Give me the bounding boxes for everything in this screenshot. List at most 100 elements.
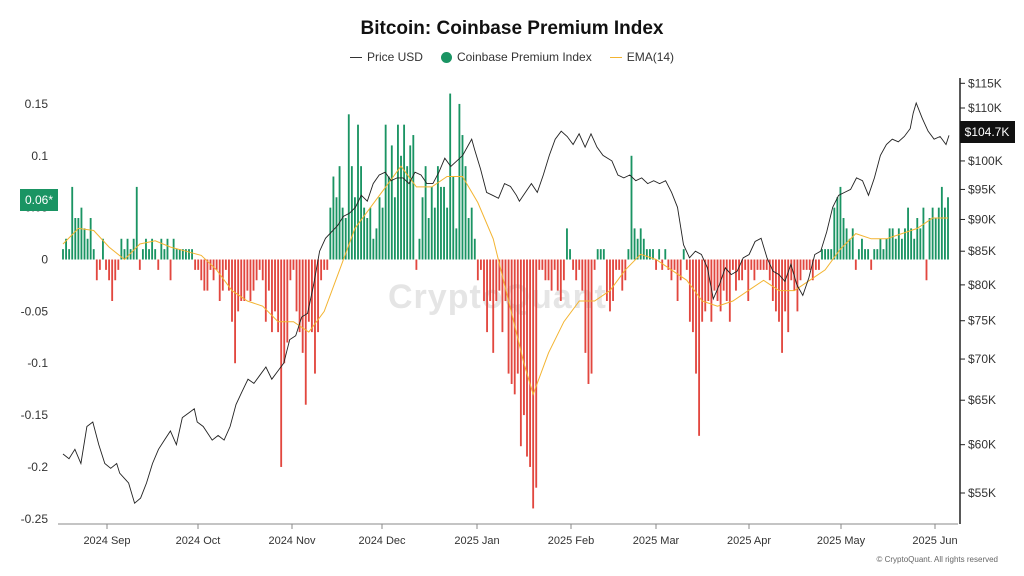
premium-bar [692, 259, 694, 333]
premium-bar [919, 228, 922, 260]
premium-bar [744, 259, 747, 270]
legend-item-ema[interactable]: EMA(14) [609, 50, 674, 64]
premium-bar [947, 197, 949, 260]
premium-bar [655, 259, 657, 270]
premium-bar [197, 259, 200, 270]
premium-bar [203, 259, 206, 291]
premium-bar [307, 259, 310, 322]
premium-bar [406, 166, 409, 260]
premium-bar [135, 186, 138, 260]
premium-bar [725, 259, 728, 301]
premium-bar [175, 249, 178, 260]
premium-bar [821, 249, 823, 260]
premium-bar [452, 176, 455, 260]
premium-bar [578, 259, 581, 270]
premium-bar [698, 259, 701, 436]
premium-bar [566, 228, 568, 260]
premium-bar [271, 259, 273, 333]
right-tick-label: $110K [968, 101, 1002, 115]
premium-bar [910, 228, 913, 260]
premium-bar [148, 249, 150, 260]
premium-bar [145, 238, 147, 260]
current-premium-label: 0.06* [25, 193, 53, 207]
premium-bar [400, 155, 402, 260]
premium-bar [246, 259, 249, 291]
x-tick-label: 2025 Apr [727, 535, 771, 547]
premium-bar [731, 259, 734, 270]
premium-bar [661, 259, 664, 270]
chart-title: Bitcoin: Coinbase Premium Index [360, 18, 664, 39]
premium-bar [882, 249, 885, 260]
right-tick-label: $95K [968, 182, 996, 196]
legend-item-price[interactable]: Price USD [349, 50, 423, 64]
premium-bar [80, 207, 83, 260]
premium-bar [928, 218, 931, 260]
premium-bar [904, 228, 906, 260]
premium-bar [483, 259, 485, 301]
premium-bar [762, 259, 765, 270]
premium-bar [341, 207, 344, 260]
premium-bar [633, 228, 636, 260]
premium-bar [243, 259, 246, 301]
premium-bar [215, 259, 218, 270]
premium-bar [160, 238, 163, 260]
premium-bar [252, 259, 255, 291]
premium-bar [827, 249, 830, 260]
premium-bar [492, 259, 495, 353]
premium-bar [652, 249, 654, 260]
premium-bar [940, 186, 943, 260]
premium-bar [221, 259, 224, 291]
premium-bar [154, 249, 157, 260]
premium-bar [129, 249, 132, 260]
premium-bar [409, 145, 412, 260]
premium-bar [593, 259, 596, 270]
premium-bar [350, 166, 353, 260]
premium-bar [735, 259, 737, 291]
right-tick-label: $115K [968, 76, 1002, 90]
current-price-label: $104.7K [965, 125, 1010, 139]
x-tick-label: 2025 Jun [912, 535, 957, 547]
legend-item-premium[interactable]: Coinbase Premium Index [440, 50, 592, 64]
premium-bar [605, 259, 608, 301]
premium-bar [464, 166, 467, 260]
premium-bar [707, 259, 710, 301]
line-swatch-icon [349, 56, 362, 58]
premium-bar [722, 259, 725, 291]
premium-bar [120, 238, 123, 260]
premium-bar [458, 103, 461, 260]
x-tick-label: 2024 Oct [176, 535, 221, 547]
premium-bar [569, 249, 571, 260]
premium-bar [443, 186, 445, 260]
premium-bar [249, 259, 252, 301]
premium-bar [618, 259, 621, 270]
premium-bar [489, 259, 492, 301]
premium-bar [430, 186, 433, 260]
premium-bar [218, 259, 221, 301]
premium-bar [200, 259, 203, 281]
premium-bar [873, 249, 876, 260]
right-tick-label: $100K [968, 154, 1003, 168]
left-tick-label: -0.25 [21, 512, 49, 526]
premium-bar [166, 238, 169, 260]
x-tick-label: 2025 May [817, 535, 866, 547]
premium-bar [753, 259, 756, 281]
premium-bar [658, 249, 661, 260]
premium-bar [114, 259, 117, 281]
premium-bar [612, 259, 614, 301]
premium-bar [719, 259, 722, 312]
premium-bar [68, 249, 71, 260]
premium-bar [467, 218, 470, 260]
premium-bar [123, 249, 126, 260]
premium-bar [685, 259, 688, 270]
premium-bar [695, 259, 697, 374]
premium-bar [369, 207, 372, 260]
premium-bar [510, 259, 513, 384]
premium-bar [338, 166, 341, 260]
premium-bar [317, 259, 319, 333]
premium-bar [102, 238, 104, 260]
premium-bar [676, 259, 679, 301]
premium-bar [415, 259, 418, 270]
x-tick-label: 2025 Jan [454, 535, 499, 547]
premium-bar [255, 259, 258, 281]
premium-bar [326, 259, 329, 270]
